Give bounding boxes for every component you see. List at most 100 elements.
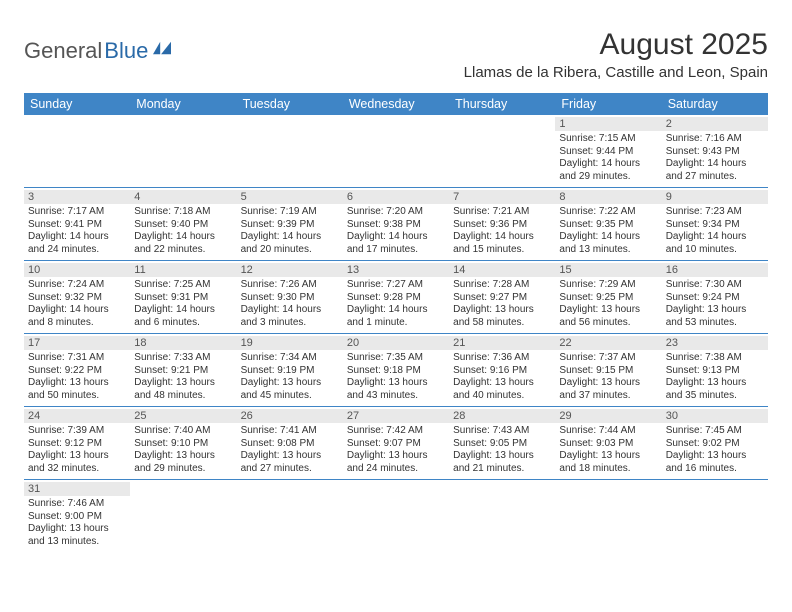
week-row: 10Sunrise: 7:24 AMSunset: 9:32 PMDayligh… — [24, 261, 768, 334]
day-header-thursday: Thursday — [449, 93, 555, 115]
day-info-line: Sunrise: 7:33 AM — [134, 352, 232, 365]
day-info-line: Sunrise: 7:35 AM — [347, 352, 445, 365]
empty-cell — [343, 480, 449, 552]
day-header-row: SundayMondayTuesdayWednesdayThursdayFrid… — [24, 93, 768, 115]
day-info-line: Daylight: 14 hours — [453, 231, 551, 244]
day-header-friday: Friday — [555, 93, 661, 115]
day-info-line: Sunset: 9:07 PM — [347, 438, 445, 451]
day-number: 7 — [449, 190, 555, 204]
day-info-line: Sunset: 9:00 PM — [28, 511, 126, 524]
day-info-line: Daylight: 14 hours — [559, 231, 657, 244]
day-cell: 12Sunrise: 7:26 AMSunset: 9:30 PMDayligh… — [237, 261, 343, 333]
empty-cell — [130, 480, 236, 552]
day-number: 4 — [130, 190, 236, 204]
day-info-line: Daylight: 13 hours — [241, 377, 339, 390]
day-info-line: Sunset: 9:36 PM — [453, 219, 551, 232]
day-info-line: and 53 minutes. — [666, 317, 764, 330]
day-cell: 3Sunrise: 7:17 AMSunset: 9:41 PMDaylight… — [24, 188, 130, 260]
day-cell: 15Sunrise: 7:29 AMSunset: 9:25 PMDayligh… — [555, 261, 661, 333]
day-info-line: Sunset: 9:30 PM — [241, 292, 339, 305]
day-info-line: Sunrise: 7:45 AM — [666, 425, 764, 438]
day-number: 3 — [24, 190, 130, 204]
day-number: 20 — [343, 336, 449, 350]
day-info-line: Daylight: 13 hours — [134, 450, 232, 463]
day-info-line: Sunset: 9:05 PM — [453, 438, 551, 451]
day-info-line: Sunset: 9:31 PM — [134, 292, 232, 305]
page-header: GeneralBlue August 2025 Llamas de la Rib… — [24, 28, 768, 81]
day-info-line: Daylight: 13 hours — [453, 377, 551, 390]
day-info-line: Sunset: 9:38 PM — [347, 219, 445, 232]
empty-cell — [449, 115, 555, 187]
day-info-line: and 45 minutes. — [241, 390, 339, 403]
day-info-line: Sunrise: 7:20 AM — [347, 206, 445, 219]
day-info-line: Sunrise: 7:39 AM — [28, 425, 126, 438]
day-info-line: and 50 minutes. — [28, 390, 126, 403]
day-info-line: Sunrise: 7:43 AM — [453, 425, 551, 438]
calendar-grid: SundayMondayTuesdayWednesdayThursdayFrid… — [24, 93, 768, 552]
day-info-line: Sunrise: 7:31 AM — [28, 352, 126, 365]
day-info-line: Sunrise: 7:23 AM — [666, 206, 764, 219]
day-info-line: Sunrise: 7:22 AM — [559, 206, 657, 219]
day-number: 15 — [555, 263, 661, 277]
day-cell: 25Sunrise: 7:40 AMSunset: 9:10 PMDayligh… — [130, 407, 236, 479]
day-cell: 11Sunrise: 7:25 AMSunset: 9:31 PMDayligh… — [130, 261, 236, 333]
day-info-line: Sunset: 9:44 PM — [559, 146, 657, 159]
day-info-line: Sunset: 9:08 PM — [241, 438, 339, 451]
day-number: 27 — [343, 409, 449, 423]
day-info-line: Daylight: 14 hours — [559, 158, 657, 171]
day-info-line: Sunrise: 7:17 AM — [28, 206, 126, 219]
day-number: 1 — [555, 117, 661, 131]
day-info-line: Daylight: 13 hours — [559, 304, 657, 317]
day-info-line: Daylight: 13 hours — [666, 377, 764, 390]
day-info-line: Sunrise: 7:19 AM — [241, 206, 339, 219]
day-cell: 1 Sunrise: 7:15 AMSunset: 9:44 PMDaylight… — [555, 115, 661, 187]
day-number: 17 — [24, 336, 130, 350]
day-info-line: Daylight: 13 hours — [134, 377, 232, 390]
day-info-line: Sunset: 9:24 PM — [666, 292, 764, 305]
day-info-line: Daylight: 13 hours — [28, 377, 126, 390]
day-number: 29 — [555, 409, 661, 423]
day-info-line: Sunrise: 7:29 AM — [559, 279, 657, 292]
day-cell: 13Sunrise: 7:27 AMSunset: 9:28 PMDayligh… — [343, 261, 449, 333]
empty-cell — [130, 115, 236, 187]
empty-cell — [237, 115, 343, 187]
day-info-line: Sunset: 9:41 PM — [28, 219, 126, 232]
week-row: 31Sunrise: 7:46 AMSunset: 9:00 PMDayligh… — [24, 480, 768, 552]
day-info-line: Sunset: 9:27 PM — [453, 292, 551, 305]
day-info-line: Sunset: 9:43 PM — [666, 146, 764, 159]
day-header-tuesday: Tuesday — [237, 93, 343, 115]
day-cell: 14Sunrise: 7:28 AMSunset: 9:27 PMDayligh… — [449, 261, 555, 333]
day-info-line: Sunrise: 7:36 AM — [453, 352, 551, 365]
day-number: 6 — [343, 190, 449, 204]
day-info-line: Daylight: 13 hours — [347, 377, 445, 390]
page-subtitle: Llamas de la Ribera, Castille and Leon, … — [464, 64, 768, 81]
day-number: 13 — [343, 263, 449, 277]
day-number: 16 — [662, 263, 768, 277]
day-number: 10 — [24, 263, 130, 277]
empty-cell — [449, 480, 555, 552]
day-number: 26 — [237, 409, 343, 423]
day-info-line: and 58 minutes. — [453, 317, 551, 330]
day-info-line: Daylight: 13 hours — [347, 450, 445, 463]
day-info-line: Sunrise: 7:21 AM — [453, 206, 551, 219]
week-row: 17Sunrise: 7:31 AMSunset: 9:22 PMDayligh… — [24, 334, 768, 407]
day-info-line: and 29 minutes. — [134, 463, 232, 476]
day-info-line: and 27 minutes. — [241, 463, 339, 476]
day-number: 31 — [24, 482, 130, 496]
day-cell: 2Sunrise: 7:16 AMSunset: 9:43 PMDaylight… — [662, 115, 768, 187]
day-cell: 29Sunrise: 7:44 AMSunset: 9:03 PMDayligh… — [555, 407, 661, 479]
week-row: 1 Sunrise: 7:15 AMSunset: 9:44 PMDaylight… — [24, 115, 768, 188]
day-info-line: Sunrise: 7:24 AM — [28, 279, 126, 292]
day-info-line: Sunset: 9:39 PM — [241, 219, 339, 232]
day-cell: 31Sunrise: 7:46 AMSunset: 9:00 PMDayligh… — [24, 480, 130, 552]
day-cell: 8Sunrise: 7:22 AMSunset: 9:35 PMDaylight… — [555, 188, 661, 260]
day-info-line: Daylight: 13 hours — [28, 450, 126, 463]
day-number: 30 — [662, 409, 768, 423]
day-info-line: and 1 minute. — [347, 317, 445, 330]
day-info-line: Daylight: 14 hours — [134, 231, 232, 244]
day-cell: 16Sunrise: 7:30 AMSunset: 9:24 PMDayligh… — [662, 261, 768, 333]
day-info-line: Sunrise: 7:15 AM — [559, 133, 657, 146]
day-info-line: and 17 minutes. — [347, 244, 445, 257]
day-number: 12 — [237, 263, 343, 277]
empty-cell — [555, 480, 661, 552]
